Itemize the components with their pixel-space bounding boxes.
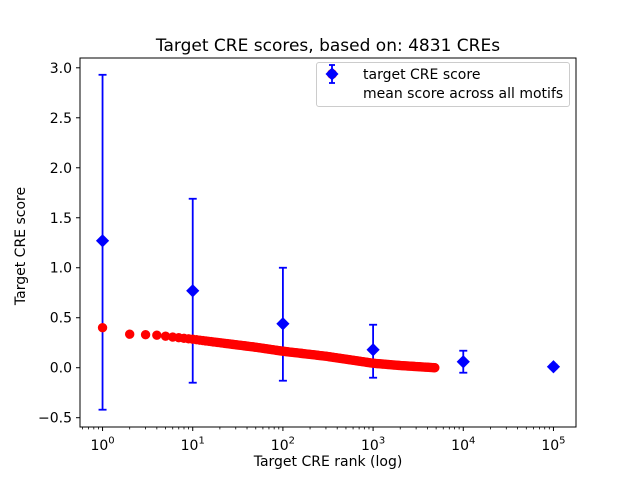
blue-mean-diamond	[186, 284, 200, 298]
legend-entry-label: target CRE score	[363, 67, 481, 84]
blue-diamond-errorbar-marker-icon	[325, 64, 355, 105]
x-tick-label: 102	[271, 436, 295, 455]
y-tick-label: 3.0	[50, 61, 72, 77]
blue-mean-diamond	[95, 234, 110, 248]
red-data-point	[160, 331, 171, 341]
legend: target CRE score mean score across all m…	[316, 62, 570, 107]
x-tick-label: 104	[451, 436, 475, 455]
legend-entry-target-score: target CRE score	[325, 66, 563, 84]
blue-mean-diamond	[456, 355, 470, 369]
x-tick-label: 105	[541, 436, 565, 455]
red-data-point	[152, 330, 162, 340]
y-tick-label: 1.5	[50, 211, 72, 227]
y-tick-label: −0.5	[38, 411, 72, 427]
y-tick-label: 2.5	[50, 111, 72, 127]
blue-mean-diamond	[276, 317, 290, 331]
blue-mean-diamond	[366, 343, 380, 357]
chart-title: Target CRE scores, based on: 4831 CREs	[155, 36, 501, 56]
legend-entry-label: mean score across all motifs	[363, 85, 564, 102]
red-data-point	[97, 323, 108, 333]
x-tick-label: 103	[361, 436, 385, 455]
y-tick-label: 0.5	[50, 311, 72, 327]
red-data-point	[124, 329, 135, 339]
axes-spines	[79, 57, 577, 428]
y-tick-label: 1.0	[50, 261, 72, 277]
blue-mean-diamond	[546, 360, 561, 374]
y-axis-label: Target CRE score	[13, 186, 29, 306]
x-axis-label: Target CRE rank (log)	[253, 454, 403, 470]
red-data-point	[430, 363, 440, 373]
x-tick-label: 101	[181, 436, 205, 455]
legend-entry-mean-score: mean score across all motifs	[325, 64, 564, 105]
x-tick-label: 100	[90, 436, 114, 455]
y-tick-label: 2.0	[50, 161, 72, 177]
red-data-point	[140, 330, 151, 340]
y-tick-label: 0.0	[50, 361, 72, 377]
